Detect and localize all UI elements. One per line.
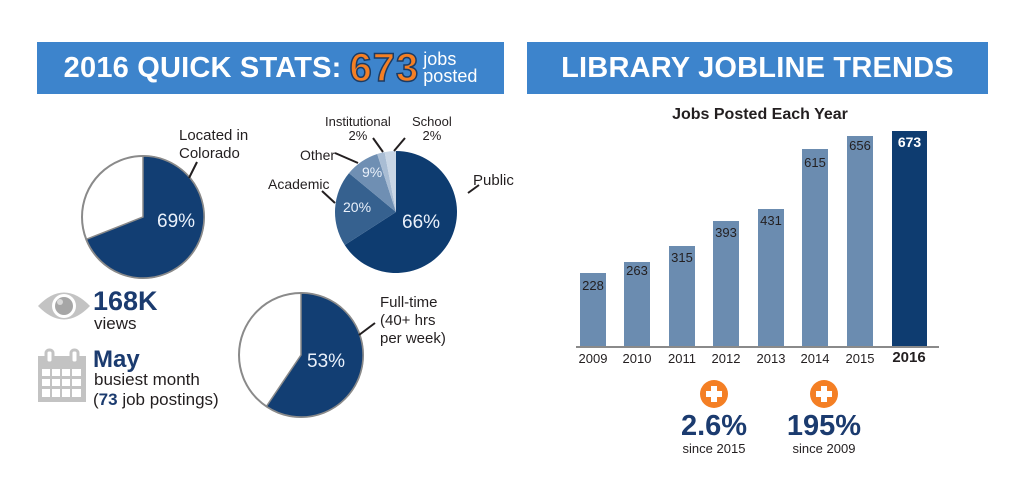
bar-2011 <box>669 246 695 346</box>
bar-2013 <box>758 209 784 346</box>
trends-banner: LIBRARY JOBLINE TRENDS <box>527 42 988 94</box>
growth-since-2009-value: 195% <box>786 410 862 442</box>
fulltime-label-line-1: Full-time <box>380 294 438 311</box>
x-axis-line <box>576 346 939 348</box>
fulltime-label-line-3: per week) <box>380 330 446 347</box>
busiest-month-detail: (73 job postings) <box>93 390 219 409</box>
public-percent: 66% <box>402 212 441 233</box>
bar-value-2016: 673 <box>897 134 922 150</box>
quick-stats-title: 2016 QUICK STATS: <box>63 51 342 84</box>
colorado-label-line-2: Colorado <box>179 145 240 162</box>
bar-2014 <box>802 149 828 346</box>
bar-2009 <box>580 273 606 346</box>
colorado-label: Located in Colorado <box>179 127 248 163</box>
busiest-month-value: May <box>93 346 140 373</box>
detail-rest: job postings) <box>117 390 219 409</box>
fulltime-label-line-2: (40+ hrs <box>380 312 436 329</box>
jobs-posted-label: jobs posted <box>423 49 478 86</box>
other-label: Other <box>300 147 336 163</box>
year-label-2013: 2013 <box>756 351 786 366</box>
bar-value-2009: 228 <box>582 278 604 293</box>
fulltime-label: Full-time (40+ hrs per week) <box>380 294 446 348</box>
bar-chart-title: Jobs Posted Each Year <box>672 106 848 123</box>
eye-icon <box>38 292 90 320</box>
library-type-leader-lines <box>321 137 480 204</box>
academic-percent: 20% <box>343 199 372 215</box>
school-label-name: School <box>412 114 452 129</box>
plus-icon <box>810 380 838 408</box>
bar-2012 <box>713 221 739 346</box>
library-type-pie-chart <box>334 151 458 273</box>
bar-value-2011: 315 <box>671 250 693 265</box>
institutional-label-name: Institutional <box>325 114 391 129</box>
school-label: School 2% <box>412 115 452 143</box>
jobs-posted-count: 673 <box>349 46 420 90</box>
institutional-label: Institutional 2% <box>325 115 391 143</box>
year-label-2016: 2016 <box>892 349 926 366</box>
plus-icon <box>700 380 728 408</box>
institutional-percent: 2% <box>348 128 368 143</box>
busiest-month-count: 73 <box>98 390 118 409</box>
fulltime-pie-chart <box>238 292 364 418</box>
bar-value-2012: 393 <box>715 225 737 240</box>
year-label-2009: 2009 <box>578 351 608 366</box>
bar-value-2014: 615 <box>804 155 826 170</box>
year-label-2012: 2012 <box>711 351 741 366</box>
colorado-percent: 69% <box>157 211 196 232</box>
jobs-label-line-2: posted <box>423 66 478 86</box>
growth-since-2015-label: since 2015 <box>682 441 746 456</box>
fulltime-percent: 53% <box>307 351 346 372</box>
growth-since-2015-value: 2.6% <box>680 410 748 442</box>
colorado-leader-line <box>188 161 198 179</box>
growth-since-2009-label: since 2009 <box>792 441 856 456</box>
colorado-pie-chart <box>81 155 205 279</box>
year-label-2011: 2011 <box>668 351 696 366</box>
bar-value-2010: 263 <box>626 263 648 278</box>
bar-2016 <box>892 131 927 346</box>
calendar-icon <box>38 348 86 402</box>
public-label: Public <box>473 172 514 189</box>
academic-label: Academic <box>268 176 330 192</box>
year-label-2010: 2010 <box>622 351 652 366</box>
jobs-label-line-1: jobs <box>423 49 457 69</box>
other-percent: 9% <box>362 164 383 180</box>
views-value: 168K <box>93 286 158 316</box>
year-label-2014: 2014 <box>800 351 830 366</box>
detail-open-paren: ( <box>93 390 99 409</box>
bar-2015 <box>847 136 873 346</box>
year-label-2015: 2015 <box>845 351 875 366</box>
views-label: views <box>94 314 137 333</box>
colorado-label-line-1: Located in <box>179 127 249 144</box>
bar-value-2013: 431 <box>760 213 782 228</box>
bar-2010 <box>624 262 650 346</box>
busiest-month-label: busiest month <box>94 370 200 389</box>
trends-title: LIBRARY JOBLINE TRENDS <box>561 51 954 84</box>
school-percent: 2% <box>422 128 442 143</box>
bar-value-2015: 656 <box>849 138 871 153</box>
fulltime-leader-line <box>358 322 376 336</box>
quick-stats-banner: 2016 QUICK STATS: 673 jobs posted <box>37 42 504 94</box>
